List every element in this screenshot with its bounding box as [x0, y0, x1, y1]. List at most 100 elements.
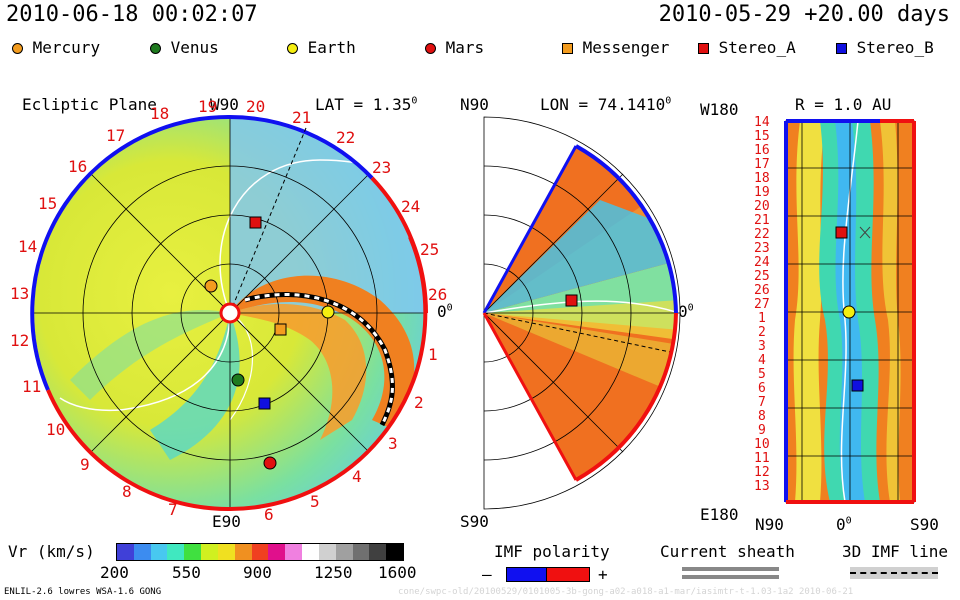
- imf-negative-swatch: [506, 567, 548, 582]
- carrington-label: 13: [10, 284, 30, 303]
- radial-y-label: 23: [754, 241, 770, 256]
- colorbar-segment: [133, 544, 151, 560]
- meridional-bottom-label: S90: [460, 512, 489, 531]
- carrington-label: 15: [38, 194, 58, 213]
- radial-y-label: 11: [754, 451, 770, 466]
- radial-y-label: 13: [754, 479, 770, 494]
- colorbar-label: Vr (km/s): [8, 542, 95, 561]
- radial-y-label: 17: [754, 157, 770, 172]
- colorbar-segment: [302, 544, 319, 560]
- colorbar-segment: [335, 544, 353, 560]
- carrington-label: 11: [22, 377, 42, 396]
- messenger-marker-icon: [562, 43, 573, 54]
- carrington-label: 3: [388, 434, 398, 453]
- carrington-label: 14: [18, 237, 38, 256]
- radial-y-label: 26: [754, 283, 770, 298]
- radial-bottom-label: E180: [700, 505, 739, 524]
- carrington-label: 17: [106, 126, 126, 145]
- venus-marker-icon: [150, 43, 161, 54]
- carrington-label: 2: [414, 393, 424, 412]
- carrington-label: 9: [80, 455, 90, 474]
- stereo-a-marker-icon: [698, 43, 709, 54]
- carrington-label: 18: [150, 104, 170, 123]
- radial-y-label: 2: [758, 325, 766, 340]
- current-sheath-label: Current sheath: [660, 542, 795, 561]
- colorbar-segment: [217, 544, 235, 560]
- colorbar-segment: [184, 544, 202, 560]
- carrington-label: 23: [372, 158, 392, 177]
- colorbar-segment: [386, 544, 404, 560]
- colorbar-tick: 900: [243, 563, 272, 582]
- radial-y-label: 9: [758, 423, 766, 438]
- model-info-footer: ENLIL-2.6 lowres WSA-1.6 GONG: [4, 587, 162, 597]
- radial-y-label: 16: [754, 143, 770, 158]
- radial-y-label: 7: [758, 395, 766, 410]
- mars-marker-icon: [425, 43, 436, 54]
- radial-x-label-north: N90: [755, 515, 784, 534]
- legend-mars: Mars: [425, 38, 484, 57]
- run-path-footer: cone/swpc-old/20100529/0101005-3b-gong-a…: [398, 587, 854, 597]
- current-sheath-swatch-top: [682, 567, 779, 571]
- colorbar-segment: [352, 544, 370, 560]
- radial-x-label-south: S90: [910, 515, 939, 534]
- earth-marker-icon: [287, 43, 298, 54]
- carrington-label: 6: [264, 505, 274, 524]
- carrington-label: 21: [292, 108, 312, 127]
- carrington-label: 16: [68, 157, 88, 176]
- legend-mercury: Mercury: [12, 38, 100, 57]
- radial-y-label: 22: [754, 227, 770, 242]
- model-run-time: 2010-05-29 +20.00 days: [658, 2, 950, 27]
- radial-top-label: W180: [700, 100, 739, 119]
- radial-y-label: 6: [758, 381, 766, 396]
- legend-venus: Venus: [150, 38, 219, 57]
- imf-negative-sign: –: [482, 565, 492, 584]
- colorbar-segment: [117, 544, 134, 560]
- meridional-top-label: N90: [460, 95, 489, 114]
- carrington-label: 20: [246, 97, 266, 116]
- colorbar-segment: [369, 544, 387, 560]
- carrington-label: 5: [310, 492, 320, 511]
- radial-y-label: 25: [754, 269, 770, 284]
- radial-y-label: 27: [754, 297, 770, 312]
- carrington-label: 25: [420, 240, 440, 259]
- radial-y-label: 3: [758, 339, 766, 354]
- legend-stereo-b: Stereo_B: [836, 38, 934, 57]
- carrington-label: 8: [122, 482, 132, 501]
- carrington-label: 24: [401, 197, 421, 216]
- carrington-label: 10: [46, 420, 66, 439]
- radial-y-label: 14: [754, 115, 770, 130]
- carrington-label: 1: [428, 345, 438, 364]
- ecliptic-top-label: W90: [210, 95, 239, 114]
- imf-positive-swatch: [546, 567, 590, 582]
- colorbar-tick: 1600: [378, 563, 417, 582]
- radial-y-label: 20: [754, 199, 770, 214]
- imf-line-swatch: [850, 567, 938, 579]
- colorbar-tick: 200: [100, 563, 129, 582]
- radial-y-label: 12: [754, 465, 770, 480]
- imf-polarity-label: IMF polarity: [494, 542, 610, 561]
- colorbar-segment: [318, 544, 336, 560]
- legend-messenger: Messenger: [562, 38, 669, 57]
- colorbar-segment: [285, 544, 303, 560]
- legend-stereo-a: Stereo_A: [698, 38, 796, 57]
- ecliptic-zero-label: 00: [437, 302, 453, 321]
- radial-y-label: 19: [754, 185, 770, 200]
- stereo-b-marker-icon: [836, 43, 847, 54]
- radial-y-label: 10: [754, 437, 770, 452]
- carrington-label: 7: [168, 500, 178, 519]
- carrington-label: 12: [10, 331, 30, 350]
- colorbar-segment: [201, 544, 218, 560]
- colorbar-segment: [251, 544, 269, 560]
- meridional-zero-label: 00: [678, 302, 694, 321]
- colorbar-segment: [150, 544, 168, 560]
- colorbar-segment: [234, 544, 252, 560]
- current-datetime: 2010-06-18 00:02:07: [6, 2, 258, 27]
- longitude-label: LON = 74.14100: [540, 95, 672, 114]
- radial-x-label-zero: 00: [836, 515, 852, 534]
- imf-positive-sign: +: [598, 565, 608, 584]
- carrington-label: 4: [352, 467, 362, 486]
- carrington-label: 19: [198, 97, 218, 116]
